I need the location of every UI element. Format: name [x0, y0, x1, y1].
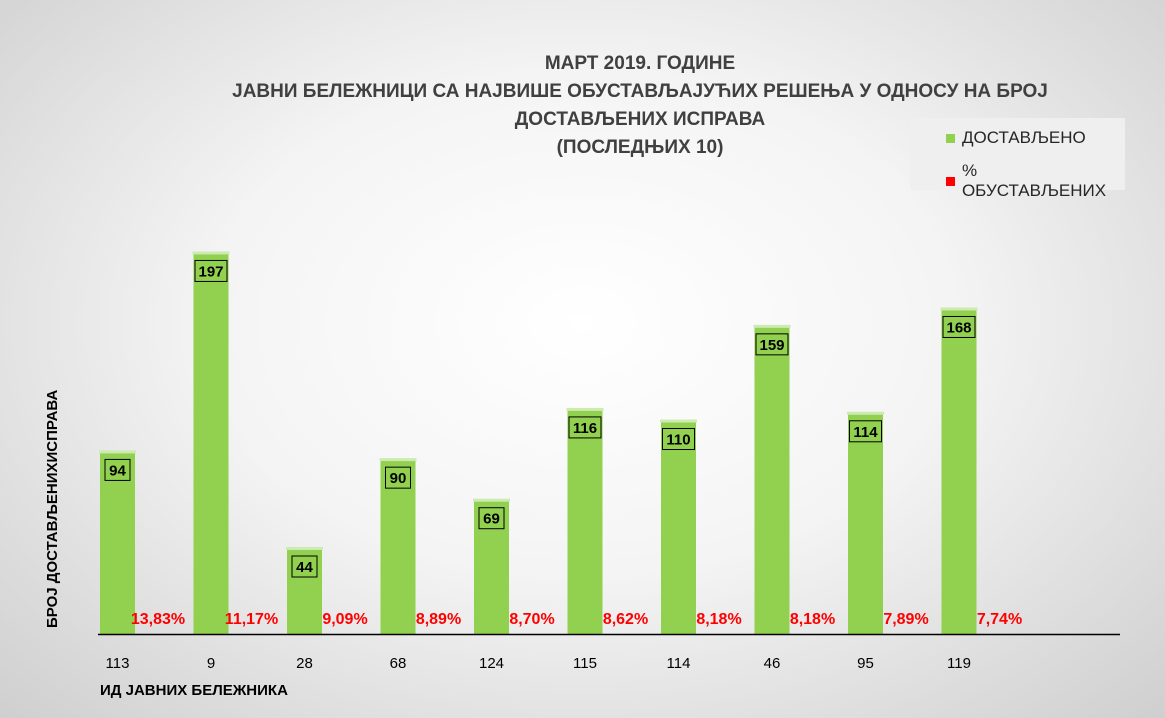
- data-label-delivered-119: 168: [946, 319, 971, 336]
- chart-title: МАРТ 2019. ГОДИНЕ ЈАВНИ БЕЛЕЖНИЦИ СА НАЈ…: [160, 50, 1120, 162]
- bar-delivered-46: [754, 326, 790, 634]
- bar-delivered-114: [661, 421, 696, 634]
- bar-delivered-9: [193, 253, 229, 634]
- data-label-percent-124: 8,70%: [509, 611, 554, 628]
- data-label-percent-28: 9,09%: [322, 611, 367, 628]
- data-label-box-119: [942, 315, 976, 338]
- data-label-box-114: [662, 428, 695, 451]
- data-label-delivered-28: 44: [296, 559, 313, 576]
- data-label-delivered-115: 116: [573, 420, 597, 437]
- x-tick-label-9: 9: [207, 655, 215, 672]
- bar-highlight-124: [473, 498, 510, 502]
- data-label-box-124: [478, 507, 505, 530]
- legend-label-delivered: ДОСТАВЉЕНО: [962, 128, 1086, 147]
- data-label-delivered-124: 69: [483, 511, 500, 528]
- bar-delivered-119: [941, 309, 977, 634]
- data-label-box-113: [104, 458, 131, 481]
- legend-swatch-delivered: [946, 133, 955, 143]
- x-axis-label: ИД ЈАВНИХ БЕЛЕЖНИКА: [100, 682, 288, 699]
- data-label-percent-115: 8,62%: [603, 611, 648, 628]
- bar-highlight-46: [753, 324, 791, 328]
- bar-delivered-113: [100, 452, 135, 634]
- data-label-delivered-9: 197: [198, 263, 223, 280]
- x-tick-label-113: 113: [106, 655, 130, 672]
- data-label-delivered-68: 90: [390, 470, 407, 487]
- data-label-box-68: [385, 466, 411, 489]
- x-tick-label-46: 46: [764, 655, 781, 672]
- x-tick-label-115: 115: [573, 655, 597, 672]
- bar-highlight-115: [566, 407, 604, 411]
- chart-title-line-1: МАРТ 2019. ГОДИНЕ: [544, 53, 736, 74]
- x-tick-label-114: 114: [667, 655, 691, 672]
- x-tick-label-95: 95: [857, 655, 874, 672]
- x-tick-label-119: 119: [947, 655, 971, 672]
- bar-delivered-95: [848, 413, 883, 634]
- data-label-percent-46: 8,18%: [790, 611, 835, 628]
- x-tick-label-28: 28: [296, 655, 313, 672]
- bar-delivered-68: [380, 460, 416, 634]
- data-label-percent-114: 8,18%: [696, 611, 741, 628]
- legend: ДОСТАВЉЕНО % ОБУСТАВЉЕНИХ: [910, 118, 1125, 200]
- x-tick-label-124: 124: [479, 655, 504, 672]
- bar-highlight-9: [192, 251, 230, 255]
- data-label-box-28: [291, 555, 318, 578]
- data-label-delivered-114: 110: [666, 432, 690, 449]
- bar-highlight-119: [940, 307, 978, 311]
- chart-title-line-3: ДОСТАВЉЕНИХ ИСПРАВА: [514, 109, 766, 130]
- data-label-percent-119: 7,74%: [977, 611, 1022, 628]
- legend-swatch-suspended: [946, 176, 955, 186]
- legend-item-delivered: ДОСТАВЉЕНО: [946, 128, 1086, 148]
- bar-delivered-115: [567, 409, 603, 634]
- data-label-percent-9: 11,17%: [225, 611, 278, 628]
- chart-title-line-4: (ПОСЛЕДЊИХ 10): [556, 137, 724, 158]
- bar-highlight-95: [847, 411, 884, 415]
- data-label-delivered-95: 114: [853, 424, 878, 441]
- data-label-percent-95: 7,89%: [883, 611, 928, 628]
- bar-highlight-113: [99, 450, 136, 454]
- bar-highlight-68: [379, 458, 417, 462]
- x-tick-label-68: 68: [390, 655, 407, 672]
- data-label-percent-68: 8,89%: [416, 611, 461, 628]
- data-label-box-115: [568, 416, 602, 439]
- bar-highlight-114: [660, 419, 697, 423]
- data-label-delivered-46: 159: [759, 337, 784, 354]
- data-label-box-9: [194, 259, 228, 282]
- data-label-percent-113: 13,83%: [131, 611, 185, 628]
- data-label-delivered-113: 94: [109, 462, 126, 479]
- data-label-box-95: [849, 420, 882, 443]
- legend-item-suspended: % ОБУСТАВЉЕНИХ: [946, 161, 1125, 201]
- bar-highlight-28: [286, 547, 323, 551]
- legend-label-suspended: % ОБУСТАВЉЕНИХ: [961, 161, 1107, 200]
- data-label-box-46: [755, 333, 789, 356]
- chart-title-line-2: ЈАВНИ БЕЛЕЖНИЦИ СА НАЈВИШЕ ОБУСТАВЉАЈУЋИ…: [232, 81, 1048, 102]
